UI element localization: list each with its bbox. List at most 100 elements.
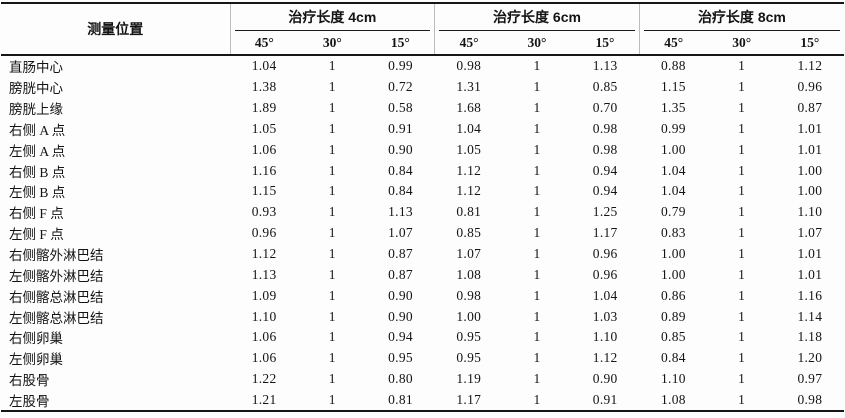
value-cell: 1.20 (797, 350, 823, 366)
value-cell: 1.04 (661, 162, 686, 178)
value-cell: 1.01 (797, 246, 823, 262)
value-cell: 1 (328, 141, 336, 157)
column-header-measurement-position: 测量位置 (1, 2, 230, 56)
value-cell: 1 (298, 389, 367, 413)
value-cell: 0.85 (592, 79, 618, 95)
column-header-6cm-15deg: 15° (571, 31, 640, 56)
column-header-8cm-30deg: 30° (707, 31, 776, 56)
value-cell: 1 (533, 287, 541, 303)
value-cell: 0.87 (388, 246, 413, 262)
value-cell: 1.00 (797, 183, 823, 199)
value-cell: 1 (738, 246, 746, 262)
value-cell: 0.94 (388, 329, 413, 345)
table-row: 左侧 B 点 1.15 1 0.84 1.12 1 0.94 1.04 1 1.00 (1, 181, 844, 202)
value-cell: 0.90 (388, 141, 413, 157)
value-cell: 1 (738, 100, 746, 116)
value-cell: 0.88 (661, 58, 686, 74)
value-cell: 1 (328, 120, 336, 136)
value-cell: 1.38 (251, 79, 277, 95)
value-cell: 1.05 (456, 141, 482, 157)
value-cell: 1.12 (797, 58, 823, 74)
value-cell: 1 (738, 141, 746, 157)
value-cell: 1.03 (592, 308, 618, 324)
value-cell: 1.12 (592, 350, 618, 366)
value-cell: 1.08 (456, 266, 482, 282)
value-cell: 0.98 (456, 58, 482, 74)
value-cell: 1 (738, 329, 746, 345)
value-cell: 0.84 (661, 350, 686, 366)
column-header-4cm-45deg: 45° (229, 31, 299, 56)
value-cell: 0.81 (456, 204, 482, 220)
value-cell: 1 (533, 225, 541, 241)
value-cell: 1.04 (251, 58, 277, 74)
value-cell: 1.89 (251, 100, 277, 116)
value-cell: 1.06 (251, 329, 277, 345)
value-cell: 1 (533, 162, 541, 178)
value-cell: 0.87 (797, 100, 823, 116)
row-label: 左侧髂总淋巴结 (9, 310, 104, 326)
value-cell: 1.01 (797, 120, 823, 136)
value-cell: 1.12 (251, 246, 277, 262)
value-cell: 0.95 (456, 329, 482, 345)
table-header: 测量位置 治疗长度 4cm 治疗长度 6cm 治疗长度 8cm 45° 30° … (1, 2, 844, 56)
value-cell: 1 (533, 266, 541, 282)
column-group-treatment-length-4cm: 治疗长度 4cm (229, 2, 435, 31)
value-cell: 0.90 (388, 308, 413, 324)
value-cell: 1.12 (456, 183, 482, 199)
table-row: 左股骨 1.21 1 0.81 1.17 1 0.91 1.08 1 0.98 (1, 389, 844, 413)
value-cell: 0.85 (661, 329, 686, 345)
value-cell: 1 (738, 350, 746, 366)
value-cell: 1.17 (592, 225, 618, 241)
value-cell: 0.83 (661, 225, 686, 241)
column-header-4cm-30deg: 30° (298, 31, 367, 56)
value-cell: 1.00 (456, 308, 482, 324)
value-cell: 1 (738, 204, 746, 220)
value-cell: 1 (738, 266, 746, 282)
table-row: 右侧髂外淋巴结 1.12 1 0.87 1.07 1 0.96 1.00 1 1.01 (1, 244, 844, 265)
value-cell: 1.22 (251, 371, 277, 387)
table-row: 左侧 F 点 0.96 1 1.07 0.85 1 1.17 0.83 1 1.07 (1, 223, 844, 244)
value-cell: 1.07 (388, 225, 413, 241)
value-cell: 1 (533, 58, 541, 74)
value-cell: 1.31 (456, 79, 482, 95)
value-cell: 1 (533, 329, 541, 345)
table-row: 左侧卵巢 1.06 1 0.95 0.95 1 1.12 0.84 1 1.20 (1, 348, 844, 369)
value-cell: 1.12 (456, 162, 482, 178)
table-row: 直肠中心 1.04 1 0.99 0.98 1 1.13 0.88 1 1.12 (1, 55, 844, 77)
row-label: 膀胱中心 (9, 81, 63, 97)
value-cell: 0.94 (592, 183, 618, 199)
table-row: 右侧髂总淋巴结 1.09 1 0.90 0.98 1 1.04 0.86 1 1.16 (1, 285, 844, 306)
value-cell: 1.08 (639, 389, 708, 413)
value-cell: 1.17 (434, 389, 503, 413)
value-cell: 1 (328, 204, 336, 220)
value-cell: 0.96 (797, 79, 823, 95)
value-cell: 1.15 (661, 79, 686, 95)
value-cell: 0.70 (592, 100, 618, 116)
value-cell: 0.97 (797, 371, 823, 387)
value-cell: 1.04 (592, 287, 618, 303)
value-cell: 1 (328, 162, 336, 178)
table-row: 左侧髂总淋巴结 1.10 1 0.90 1.00 1 1.03 0.89 1 1.14 (1, 306, 844, 327)
value-cell: 0.79 (661, 204, 686, 220)
column-header-6cm-30deg: 30° (502, 31, 572, 56)
group-label-6cm: 治疗长度 6cm (439, 4, 635, 31)
value-cell: 1.01 (797, 141, 823, 157)
value-cell: 1.10 (592, 329, 618, 345)
column-header-8cm-45deg: 45° (638, 31, 708, 56)
value-cell: 0.87 (388, 266, 413, 282)
value-cell: 1 (533, 183, 541, 199)
value-cell: 1 (502, 389, 572, 413)
value-cell: 1 (328, 225, 336, 241)
value-cell: 0.99 (388, 58, 413, 74)
value-cell: 1 (738, 183, 746, 199)
header-group-row: 测量位置 治疗长度 4cm 治疗长度 6cm 治疗长度 8cm (1, 2, 844, 56)
value-cell: 0.98 (592, 120, 618, 136)
value-cell: 1 (738, 371, 746, 387)
value-cell: 1 (533, 79, 541, 95)
header-angle-row: 45° 30° 15° 45° 30° 15° 45° 30° 15° (1, 31, 844, 56)
value-cell: 1 (328, 266, 336, 282)
value-cell: 1.10 (251, 308, 277, 324)
value-cell: 0.80 (388, 371, 413, 387)
table-body: 直肠中心 1.04 1 0.99 0.98 1 1.13 0.88 1 1.12 膀胱中心 1.38 1… (1, 55, 844, 413)
value-cell: 1.00 (661, 141, 686, 157)
